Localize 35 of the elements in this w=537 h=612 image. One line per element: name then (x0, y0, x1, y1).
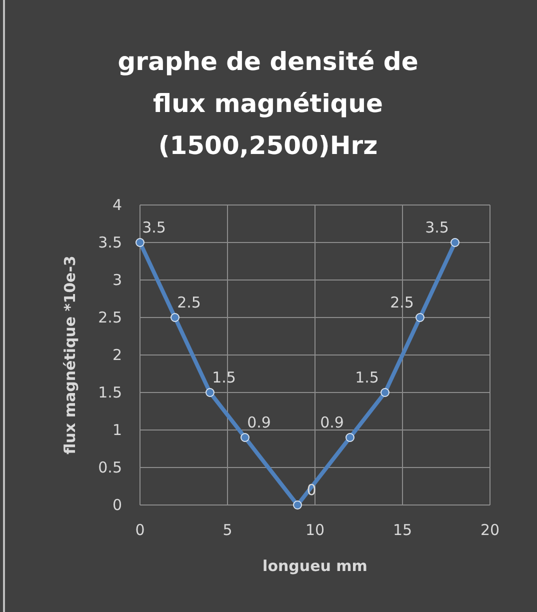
y-tick-label: 3.5 (98, 234, 122, 252)
x-tick-label: 0 (135, 521, 145, 539)
y-tick-label: 1 (112, 421, 122, 439)
x-tick-label: 15 (392, 521, 412, 539)
data-label: 3.5 (425, 218, 449, 236)
y-tick-label: 4 (112, 196, 122, 214)
point (136, 238, 144, 247)
chart-title: graphe de densité de flux magnétique (1500,2500)Hrz (118, 47, 418, 160)
point (293, 500, 302, 510)
y-tick-label: 2.5 (98, 308, 122, 326)
point (416, 313, 424, 322)
y-tick-label: 1.5 (98, 384, 122, 402)
point (380, 388, 390, 397)
data-label: 0 (306, 481, 316, 499)
x-tick-label: 20 (480, 521, 500, 539)
data-label: 0.9 (247, 414, 271, 432)
point (170, 313, 180, 322)
data-label: 0.9 (320, 414, 344, 432)
x-tick-label: 10 (305, 521, 325, 539)
data-label: 3.5 (142, 218, 166, 236)
x-tick-label: 5 (222, 521, 232, 539)
data-label: 2.5 (390, 294, 414, 312)
y-tick-label: 2 (112, 346, 122, 364)
point (346, 433, 354, 442)
y-tick-label: 0.5 (98, 458, 122, 476)
y-tick-label: 0 (112, 496, 122, 514)
y-tick-label: 3 (112, 271, 122, 289)
data-label: 2.5 (177, 294, 201, 312)
data-label: 1.5 (212, 368, 236, 386)
data-label: 1.5 (355, 368, 379, 386)
point (450, 238, 460, 247)
y-axis-title: flux magnétique *10e-3 (61, 256, 79, 454)
point (240, 433, 250, 442)
point (206, 388, 214, 397)
x-axis-title: longueu mm (262, 557, 368, 575)
